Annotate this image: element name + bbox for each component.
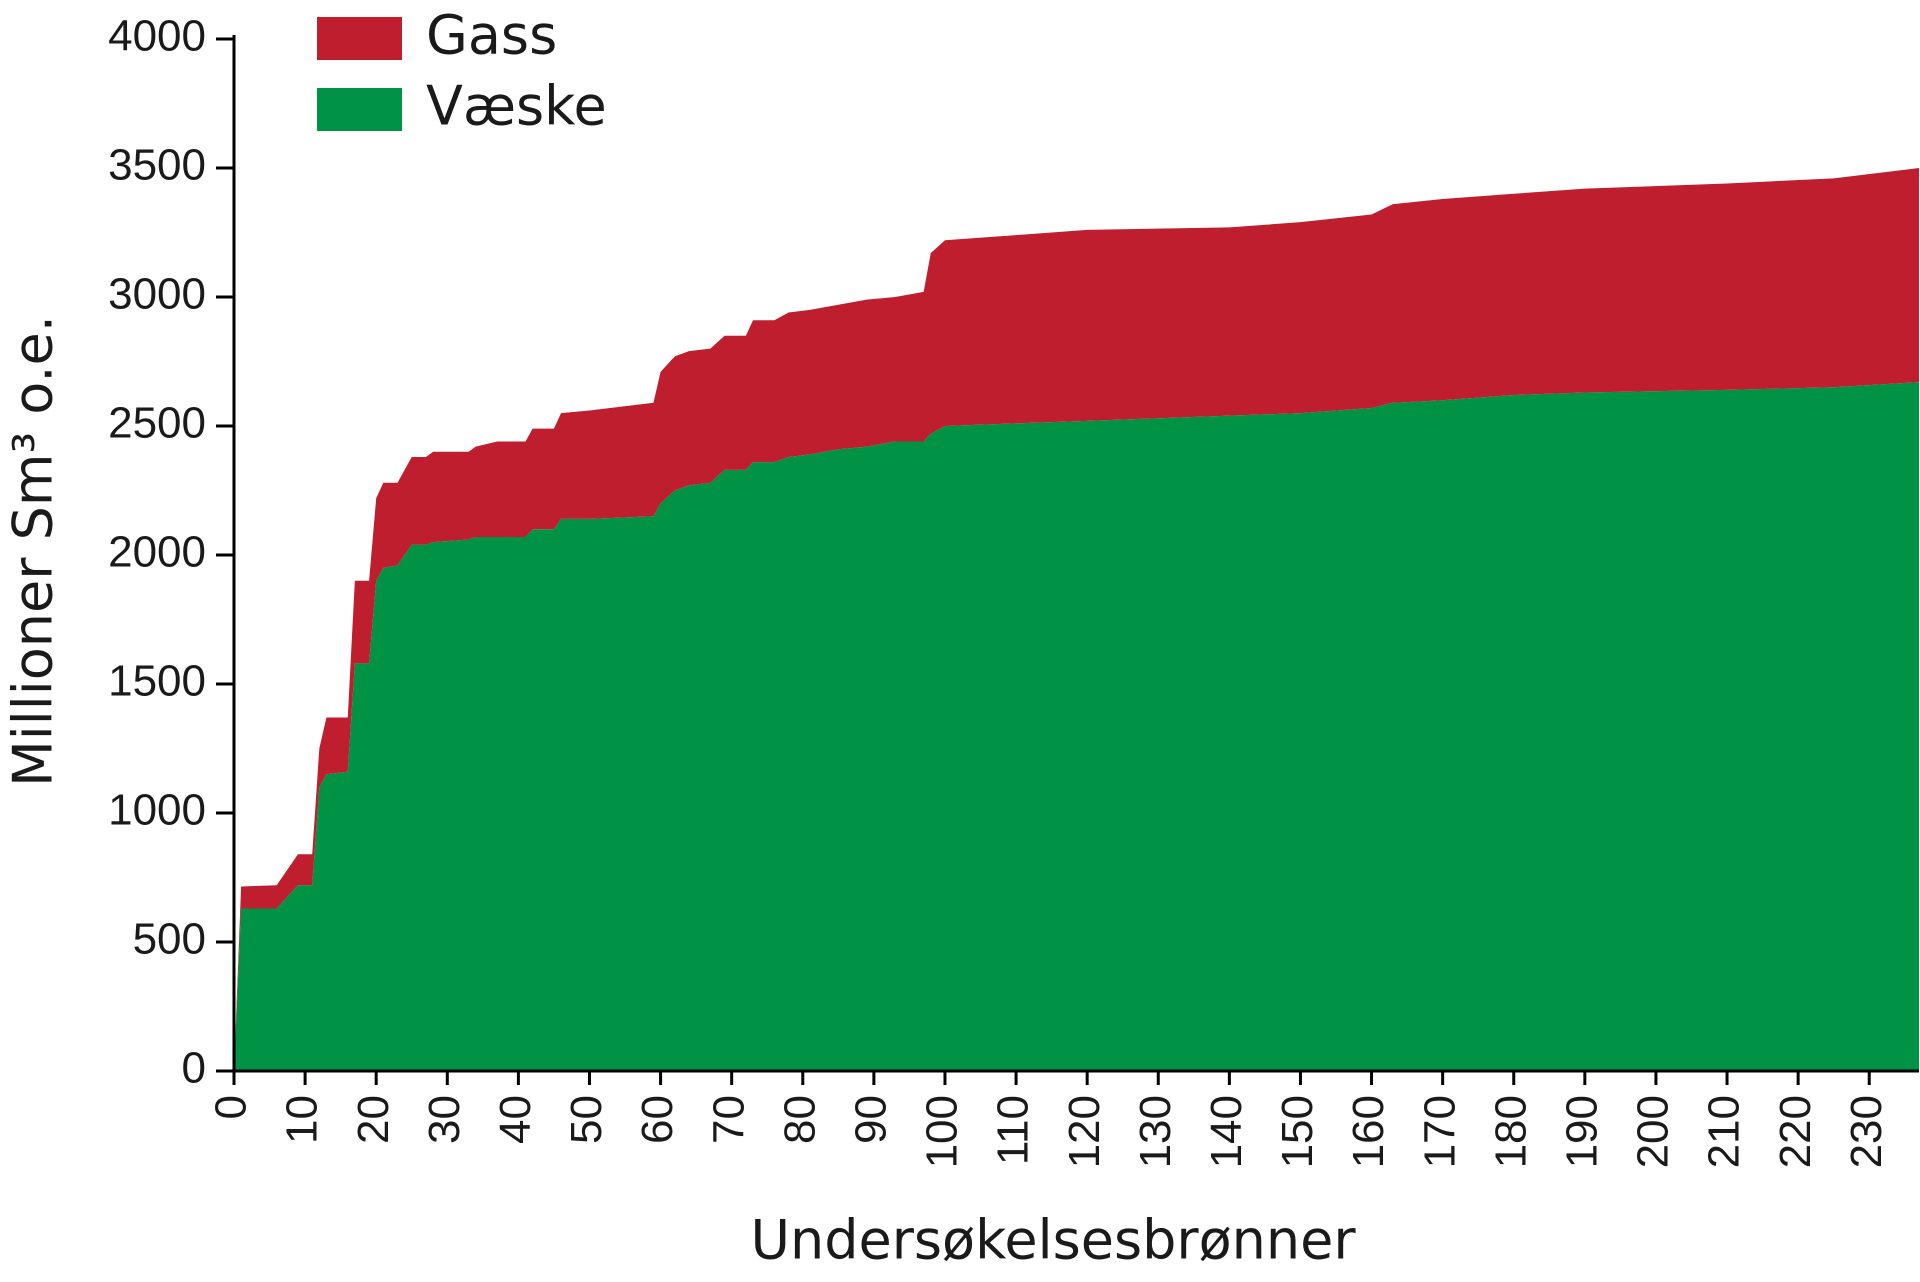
x-tick-label: 160 [1344,1095,1393,1168]
x-tick-label: 70 [704,1095,753,1144]
legend-label: Gass [426,4,557,67]
x-tick-label: 120 [1060,1095,1109,1168]
x-tick-label: 200 [1629,1095,1678,1168]
x-tick-label: 130 [1131,1095,1180,1168]
y-tick-label: 500 [133,915,206,964]
y-tick-label: 2500 [108,399,206,448]
y-tick-label: 1000 [108,786,206,835]
area [234,382,1919,1071]
x-tick-label: 150 [1273,1095,1322,1168]
x-tick-label: 210 [1700,1095,1749,1168]
legend-label: Væske [426,75,607,138]
y-tick-label: 1500 [108,657,206,706]
x-tick-label: 180 [1486,1095,1535,1168]
area [234,168,1919,1071]
x-tick-label: 50 [562,1095,611,1144]
x-tick-label: 0 [207,1095,256,1119]
y-tick-label: 0 [182,1044,206,1093]
legend-swatch [317,88,402,131]
y-tick-label: 2000 [108,528,206,577]
x-tick-label: 80 [775,1095,824,1144]
x-tick-label: 110 [989,1095,1038,1165]
x-tick-label: 140 [1202,1095,1251,1168]
y-axis-label: Millioner Sm³ o.e. [2,315,65,787]
x-tick-label: 30 [420,1095,469,1144]
y-tick-label: 4000 [108,12,206,61]
x-tick-label: 190 [1557,1095,1606,1168]
x-tick-label: 40 [491,1095,540,1144]
x-tick-label: 170 [1415,1095,1464,1168]
y-tick-label: 3000 [108,270,206,319]
x-tick-label: 220 [1771,1095,1820,1168]
legend-swatch [317,17,402,60]
x-tick-label: 230 [1842,1095,1891,1168]
y-tick-label: 3500 [108,141,206,190]
x-tick-label: 60 [633,1095,682,1144]
x-tick-label: 20 [349,1095,398,1144]
x-tick-label: 10 [278,1095,327,1144]
x-tick-label: 90 [846,1095,895,1144]
x-tick-label: 100 [918,1095,967,1168]
x-axis-label: Undersøkelsesbrønner [750,1209,1356,1272]
